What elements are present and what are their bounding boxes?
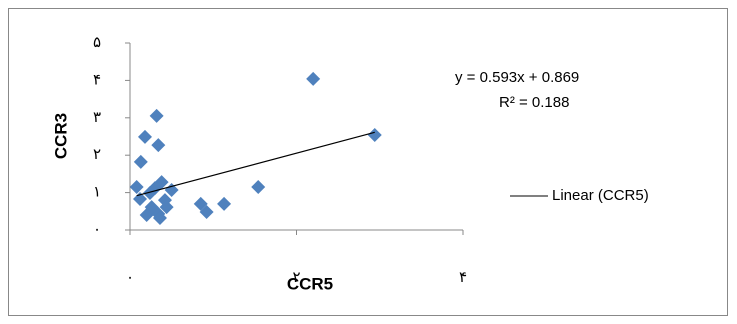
y-axis-title: CCR3 — [51, 113, 70, 159]
y-tick-label: ۵ — [93, 34, 101, 51]
trend-equation: y = 0.593x + 0.869 — [455, 69, 579, 86]
x-tick-label: ۴ — [459, 269, 467, 286]
point — [137, 129, 152, 144]
point — [152, 211, 167, 226]
point — [149, 108, 164, 123]
point — [164, 182, 179, 197]
legend-label: Linear (CCR5) — [552, 187, 649, 204]
point — [154, 175, 169, 190]
point — [129, 179, 144, 194]
point — [144, 200, 159, 215]
trendline — [136, 131, 375, 197]
point — [151, 138, 166, 153]
point — [132, 191, 147, 206]
x-axis-title: CCR5 — [287, 274, 333, 293]
point — [159, 200, 174, 215]
y-tick-label: ۴ — [93, 71, 101, 88]
point — [217, 196, 232, 211]
point — [367, 128, 382, 143]
point — [306, 71, 321, 86]
point — [251, 179, 266, 194]
y-tick-label: ۱ — [93, 184, 101, 201]
y-tick-label: ۳ — [93, 109, 101, 126]
trend-r2: R² = 0.188 — [499, 94, 569, 111]
chart-border — [8, 8, 728, 316]
x-tick-label: ۰ — [126, 269, 134, 286]
y-tick-label: ۰ — [93, 221, 101, 238]
x-tick-label: ۲ — [292, 269, 300, 286]
point — [199, 205, 214, 220]
point — [193, 196, 208, 211]
point — [133, 154, 148, 169]
y-tick-label: ۲ — [93, 146, 101, 163]
